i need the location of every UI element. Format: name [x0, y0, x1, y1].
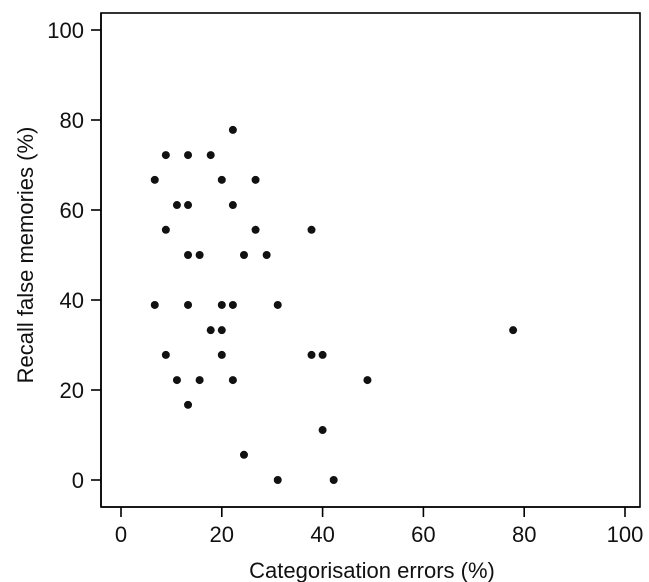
data-point — [273, 300, 282, 309]
data-point — [161, 350, 170, 359]
data-point — [206, 326, 215, 335]
data-point — [318, 426, 327, 435]
x-axis-title: Categorisation errors (%) — [249, 558, 495, 582]
data-point — [217, 300, 226, 309]
data-point — [184, 300, 193, 309]
data-point — [251, 225, 260, 234]
y-tick-label: 20 — [60, 378, 84, 403]
data-point — [509, 326, 518, 335]
data-point — [228, 125, 237, 134]
data-point — [239, 450, 248, 459]
data-point — [329, 476, 338, 484]
x-tick-label: 40 — [310, 522, 334, 547]
data-point — [273, 476, 282, 484]
data-points — [150, 125, 518, 484]
y-tick-label: 80 — [60, 108, 84, 133]
y-axis-title: Recall false memories (%) — [13, 127, 38, 384]
data-point — [161, 225, 170, 234]
data-point — [217, 175, 226, 184]
x-tick-label: 0 — [115, 522, 127, 547]
data-point — [150, 175, 159, 184]
x-tick-label: 20 — [210, 522, 234, 547]
y-tick-label: 40 — [60, 288, 84, 313]
data-point — [228, 201, 237, 210]
data-point — [239, 251, 248, 259]
data-point — [184, 151, 193, 160]
data-point — [228, 376, 237, 385]
data-point — [217, 350, 226, 359]
data-point — [195, 376, 204, 385]
data-point — [150, 300, 159, 309]
data-point — [217, 326, 226, 335]
y-tick-label: 100 — [47, 18, 84, 43]
data-point — [307, 225, 316, 234]
y-tick-label: 60 — [60, 198, 84, 223]
y-axis-ticks: 0 20 40 60 80 100 — [47, 18, 101, 493]
data-point — [184, 400, 193, 409]
data-point — [195, 251, 204, 259]
x-tick-label: 60 — [411, 522, 435, 547]
data-point — [251, 175, 260, 184]
data-point — [228, 300, 237, 309]
data-point — [307, 350, 316, 359]
data-point — [172, 376, 181, 385]
data-point — [262, 251, 271, 259]
x-tick-label: 100 — [607, 522, 644, 547]
data-point — [184, 251, 193, 259]
x-axis-ticks: 0 20 40 60 80 100 — [115, 507, 643, 547]
data-point — [184, 201, 193, 210]
data-point — [363, 376, 372, 385]
plot-frame — [100, 12, 641, 508]
data-point — [206, 151, 215, 160]
data-point — [172, 201, 181, 210]
data-point — [161, 151, 170, 160]
y-tick-label: 0 — [72, 468, 84, 493]
data-point — [318, 350, 327, 359]
x-tick-label: 80 — [512, 522, 536, 547]
